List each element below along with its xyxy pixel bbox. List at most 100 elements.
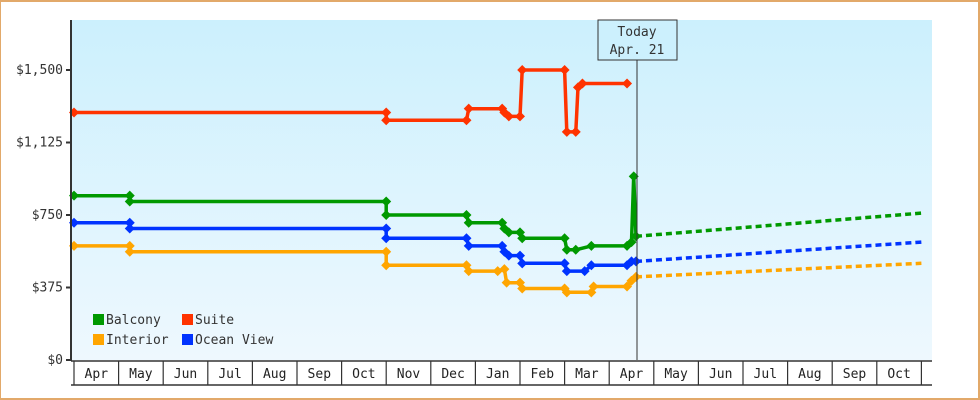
legend-label: Suite <box>195 313 234 328</box>
legend-label: Ocean View <box>195 333 273 348</box>
series-ocean-view <box>69 217 922 277</box>
data-point-marker[interactable] <box>124 246 135 257</box>
data-point-marker[interactable] <box>124 223 135 234</box>
series-suite <box>69 65 633 137</box>
data-point-marker[interactable] <box>124 240 135 251</box>
series-interior <box>69 240 922 298</box>
y-tick-label: $375 <box>32 281 63 296</box>
data-point-marker[interactable] <box>579 266 590 277</box>
legend-swatch <box>93 334 104 345</box>
y-tick-label: $1,500 <box>16 63 63 78</box>
data-point-marker[interactable] <box>124 196 135 207</box>
data-point-marker[interactable] <box>381 223 392 234</box>
data-point-marker[interactable] <box>463 103 474 114</box>
data-point-marker[interactable] <box>630 256 641 267</box>
legend-item-balcony[interactable]: Balcony <box>93 313 161 328</box>
data-point-marker[interactable] <box>517 283 528 294</box>
data-point-marker[interactable] <box>381 260 392 271</box>
data-point-marker[interactable] <box>503 111 514 122</box>
x-tick-label: Oct <box>352 367 375 382</box>
data-point-marker[interactable] <box>461 115 472 126</box>
y-tick-label: $1,125 <box>16 136 63 151</box>
plot-area <box>72 20 932 360</box>
data-point-marker[interactable] <box>124 190 135 201</box>
data-point-marker[interactable] <box>570 126 581 137</box>
data-point-marker[interactable] <box>381 233 392 244</box>
data-point-marker[interactable] <box>515 250 525 261</box>
x-axis-ticks: Apr May Jun Jul Aug Sep Oct Nov Dec Jan Feb Mar Apr M… <box>71 360 932 386</box>
data-point-marker[interactable] <box>381 246 392 257</box>
data-point-marker[interactable] <box>622 78 633 89</box>
x-tick-label: Jul <box>754 367 777 382</box>
data-point-marker[interactable] <box>499 264 510 275</box>
x-tick-label: Dec <box>441 367 464 382</box>
x-tick-label: Apr <box>85 367 109 382</box>
data-point-marker[interactable] <box>515 111 525 122</box>
data-point-marker[interactable] <box>381 210 392 220</box>
data-point-marker[interactable] <box>381 107 392 118</box>
data-point-marker[interactable] <box>630 271 641 282</box>
legend-label: Interior <box>106 333 169 348</box>
x-tick-label: Jan <box>486 367 509 382</box>
data-point-marker[interactable] <box>381 196 392 207</box>
legend-swatch <box>182 314 193 325</box>
data-point-marker[interactable] <box>517 233 528 244</box>
data-point-marker[interactable] <box>381 115 392 126</box>
series-balcony <box>69 171 922 255</box>
data-point-marker[interactable] <box>463 217 474 228</box>
forecast-line <box>635 261 922 279</box>
legend-item-interior[interactable]: Interior <box>93 333 169 348</box>
x-tick-label: Jun <box>174 367 197 382</box>
x-tick-label: Aug <box>798 367 821 382</box>
data-point-marker[interactable] <box>517 65 528 75</box>
legend-swatch <box>182 334 193 345</box>
y-axis-ticks: $0 $375 $750 $1,125 $1,500 <box>16 63 71 368</box>
data-point-marker[interactable] <box>503 250 514 261</box>
legend-label: Balcony <box>106 313 161 328</box>
x-tick-label: Nov <box>397 367 421 382</box>
legend: Balcony Suite Interior Ocean View <box>93 313 273 348</box>
x-tick-label: Jun <box>709 367 732 382</box>
data-point-marker[interactable] <box>461 210 472 220</box>
x-tick-label: May <box>129 367 153 382</box>
forecast-line <box>635 240 922 264</box>
data-point-marker[interactable] <box>588 281 599 292</box>
data-point-marker[interactable] <box>463 266 474 277</box>
data-point-marker[interactable] <box>561 287 572 298</box>
today-label-box <box>597 19 678 61</box>
data-point-marker[interactable] <box>463 240 474 251</box>
data-point-marker[interactable] <box>586 240 597 251</box>
series-layer <box>69 65 922 298</box>
x-tick-label: Sep <box>843 367 867 382</box>
data-point-marker[interactable] <box>124 217 135 228</box>
x-tick-label: May <box>664 367 688 382</box>
data-point-marker[interactable] <box>461 233 472 244</box>
data-point-marker[interactable] <box>501 277 512 288</box>
today-label: Today <box>617 25 656 40</box>
data-point-marker[interactable] <box>628 171 639 182</box>
x-tick-label: Oct <box>887 367 910 382</box>
forecast-line <box>635 211 922 239</box>
x-tick-label: Sep <box>308 367 332 382</box>
data-point-marker[interactable] <box>561 126 572 137</box>
data-point-marker[interactable] <box>570 244 581 255</box>
data-point-marker[interactable] <box>622 281 633 292</box>
x-tick-label: Jul <box>218 367 241 382</box>
data-point-marker[interactable] <box>559 65 570 75</box>
data-point-marker[interactable] <box>503 227 514 238</box>
data-point-marker[interactable] <box>626 237 637 248</box>
legend-item-suite[interactable]: Suite <box>182 313 234 328</box>
data-point-marker[interactable] <box>561 266 572 277</box>
data-point-marker[interactable] <box>577 78 588 89</box>
data-point-marker[interactable] <box>561 244 572 255</box>
data-point-marker[interactable] <box>559 258 570 269</box>
y-tick-label: $0 <box>47 353 63 368</box>
legend-item-ocean-view[interactable]: Ocean View <box>182 333 273 348</box>
data-point-marker[interactable] <box>559 233 570 244</box>
data-point-marker[interactable] <box>517 258 528 269</box>
data-point-marker[interactable] <box>586 260 597 271</box>
x-tick-label: Aug <box>263 367 286 382</box>
data-point-marker[interactable] <box>630 231 641 242</box>
